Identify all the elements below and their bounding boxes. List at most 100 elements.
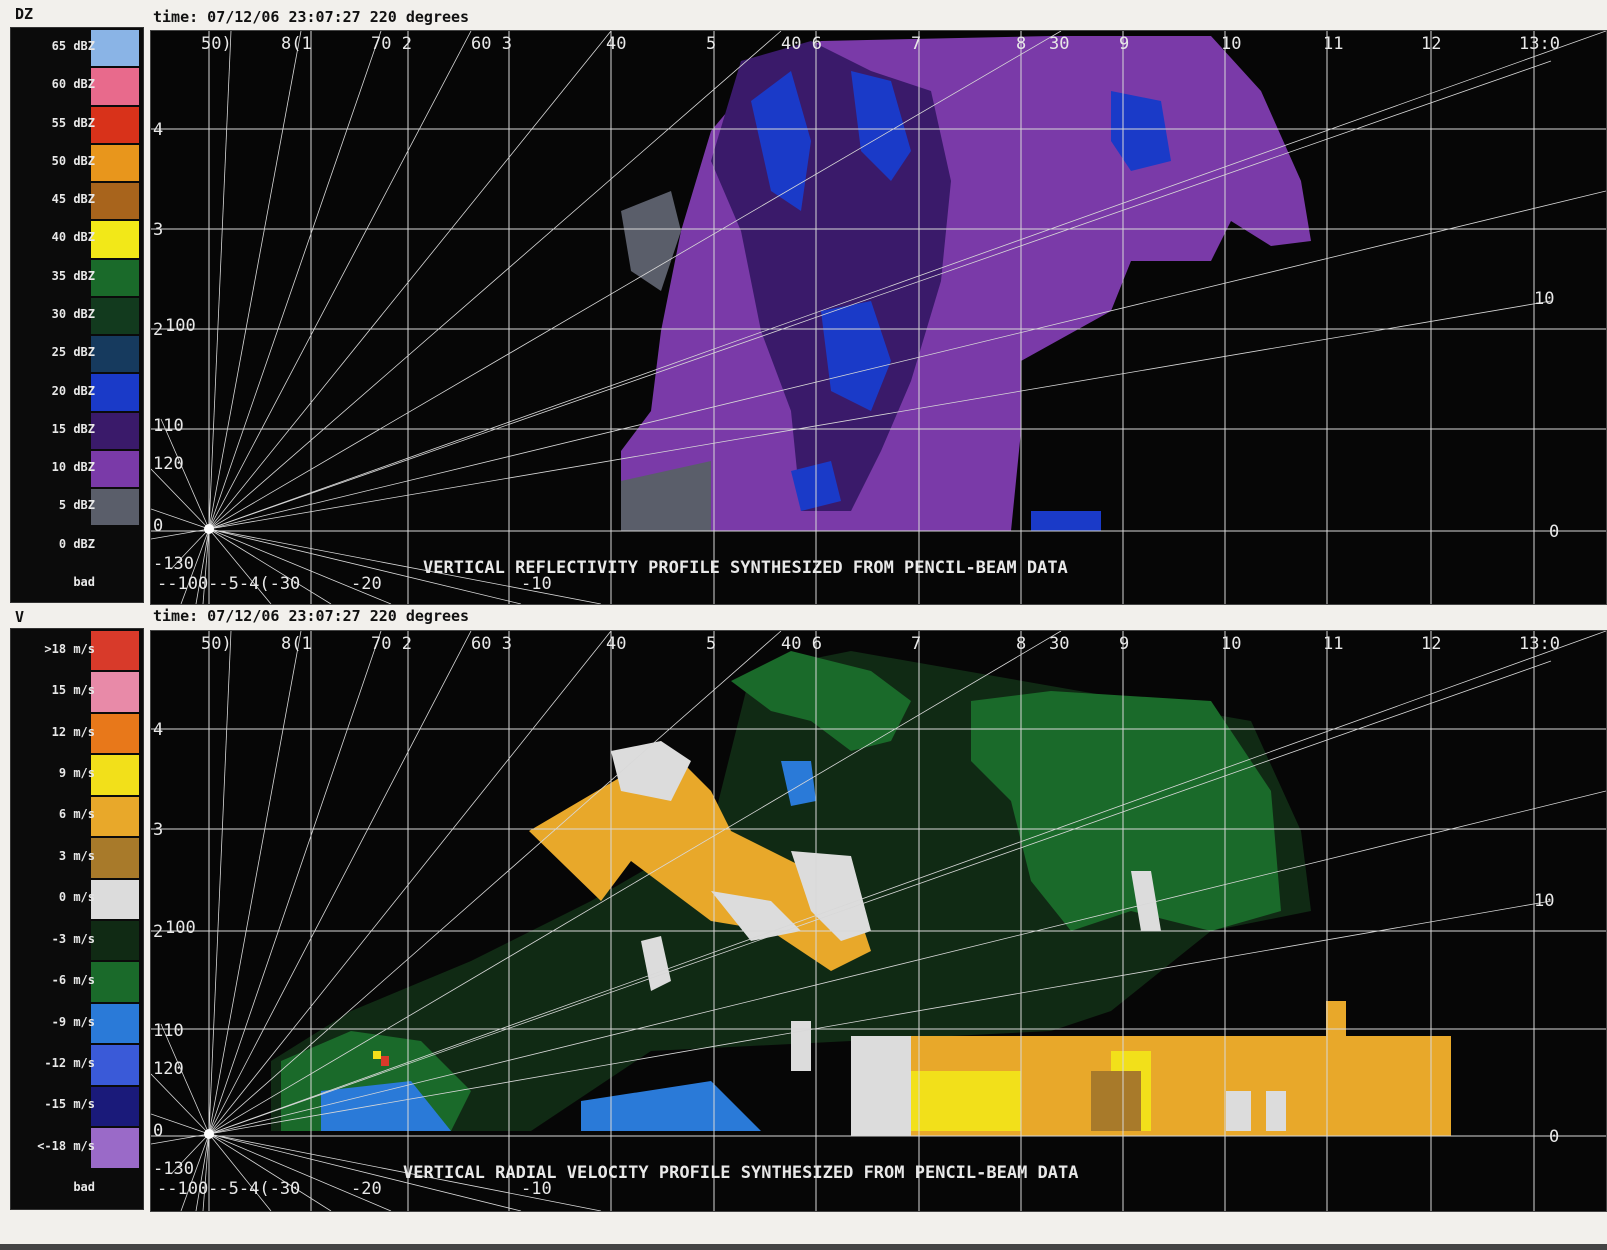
legend-swatch [91,68,139,105]
legend-entry: 55 dBZ [11,105,143,143]
legend-swatch [91,921,139,961]
reflectivity-plot: 50) 8(1 70 2 60 3 40 5 40 6 7 8 30 9 10 11 12 13:04321… [151,31,1606,604]
legend-swatch [91,259,139,296]
legend-entry: 10 dBZ [11,449,143,488]
legend-label: 30 dBZ [51,306,95,321]
legend-label: 5 dBZ [58,498,95,513]
reflectivity-echo-20dbz [851,71,911,181]
legend-swatch [91,412,139,449]
range-height-grid [151,631,1606,1211]
legend-swatch [91,1086,139,1127]
range-label: 50) [201,634,232,654]
legend-label: -6 m/s [51,973,95,988]
legend-label: 60 dBZ [51,77,95,92]
elevation-ray [208,1133,392,1211]
range-label: 8 [1016,634,1026,654]
elevation-ray [208,631,1606,1135]
legend-swatch [91,374,139,411]
legend-entry: 35 dBZ [11,258,143,296]
elevation-ray [170,528,210,570]
elevation-ray [208,790,1606,1135]
legend-swatch [91,527,139,564]
elevation-ray [170,1133,210,1175]
legend-swatch [91,106,139,143]
elevation-ray [208,31,382,530]
range-label: 12 [1421,634,1441,654]
legend-label: 15 m/s [51,683,95,698]
range-label: 7 [911,34,921,54]
range-label: 70 2 [371,634,412,654]
elevation-ray [208,631,1062,1135]
range-label: 40 [606,34,626,54]
range-label: 30 [1049,34,1069,54]
legend-entry: -15 m/s [11,1085,143,1127]
elevation-label: --100--5-4(-30 [157,574,300,594]
legend-label: 12 m/s [51,724,95,739]
time-line-v: time: 07/12/06 23:07:27 220 degrees [153,607,470,625]
elevation-label: -10 [521,1179,552,1199]
elevation-ray [208,60,1552,530]
height-label: 3 [153,820,163,840]
reflectivity-echo-5dbz [621,461,711,531]
height-label: 2 [153,922,163,942]
legend-entry: bad [11,1168,143,1209]
elevation-label: -20 [351,1179,382,1199]
legend-label: 45 dBZ [51,192,95,207]
elevation-ray [160,1023,210,1135]
grid-labels: 50) 8(1 70 2 60 3 40 5 40 6 7 8 30 9 10 11 12 13:04321… [153,634,1560,1199]
elevation-ray [160,418,210,530]
radar-origin [204,1129,214,1139]
velocity-legend: >18 m/s 15 m/s 12 m/s 9 m/s 6 m/s 3 m/s 0 m/s -… [10,628,144,1210]
legend-swatch [91,183,139,220]
velocity-echo-zero [611,741,691,801]
range-label: 40 6 [781,634,822,654]
legend-entry: 3 m/s [11,836,143,878]
legend-label: 55 dBZ [51,115,95,130]
legend-swatch [91,796,139,837]
legend-swatch [91,879,139,919]
legend-entry: 65 dBZ [11,28,143,67]
legend-entry: -12 m/s [11,1043,143,1085]
legend-entry: -6 m/s [11,960,143,1002]
velocity-echo-zero [791,1021,811,1071]
elevation-ray [208,1133,602,1211]
velocity-panel[interactable]: 50) 8(1 70 2 60 3 40 5 40 6 7 8 30 9 10 11 12 13:0 4 3 2 1… [150,630,1607,1212]
range-label: 13:0 [1519,634,1560,654]
time-line-dz: time: 07/12/06 23:07:27 220 degrees [153,8,470,26]
velocity-echo-zero [641,936,671,991]
legend-label: bad [73,1180,95,1195]
velocity-echo-minus9 [321,1081,451,1131]
legend-label: -15 m/s [44,1097,95,1112]
legend-label: 15 dBZ [51,421,95,436]
legend-label: 25 dBZ [51,345,95,360]
elevation-ray [202,1133,210,1211]
velocity-echo-zero [711,891,801,941]
legend-entry: >18 m/s [11,629,143,671]
range-label: 11 [1323,34,1343,54]
legend-label: 3 m/s [58,848,95,863]
status-strip [0,1244,1607,1250]
range-label: 5 [706,34,716,54]
legend-entry: -3 m/s [11,919,143,961]
elevation-ray [208,631,302,1135]
elevation-ray [208,31,472,530]
field-name-v: V [15,608,25,626]
legend-swatch [91,838,139,878]
legend-label: 65 dBZ [51,39,95,54]
elevation-ray [208,900,1552,1135]
legend-entry: 40 dBZ [11,219,143,258]
legend-swatch [91,565,139,602]
range-label: 7 [911,634,921,654]
elevation-ray [180,528,210,604]
range-label: 10 [1221,34,1241,54]
elevation-ray [208,1133,522,1211]
velocity-plot: 50) 8(1 70 2 60 3 40 5 40 6 7 8 30 9 10 11 12 13:04321… [151,631,1606,1211]
legend-entry: 20 dBZ [11,372,143,411]
range-label: 60 3 [471,34,512,54]
grid-labels: 50) 8(1 70 2 60 3 40 5 40 6 7 8 30 9 10 11 12 13:04321… [153,34,1560,594]
legend-label: >18 m/s [44,641,95,656]
elevation-label: 120 [153,1059,184,1079]
reflectivity-panel[interactable]: 50) 8(1 70 2 60 3 40 5 40 6 7 8 30 9 10 11 12 13:0 4 3 2 1… [150,30,1607,605]
elevation-label: 100 [165,918,196,938]
velocity-echo-plus18 [381,1056,389,1066]
